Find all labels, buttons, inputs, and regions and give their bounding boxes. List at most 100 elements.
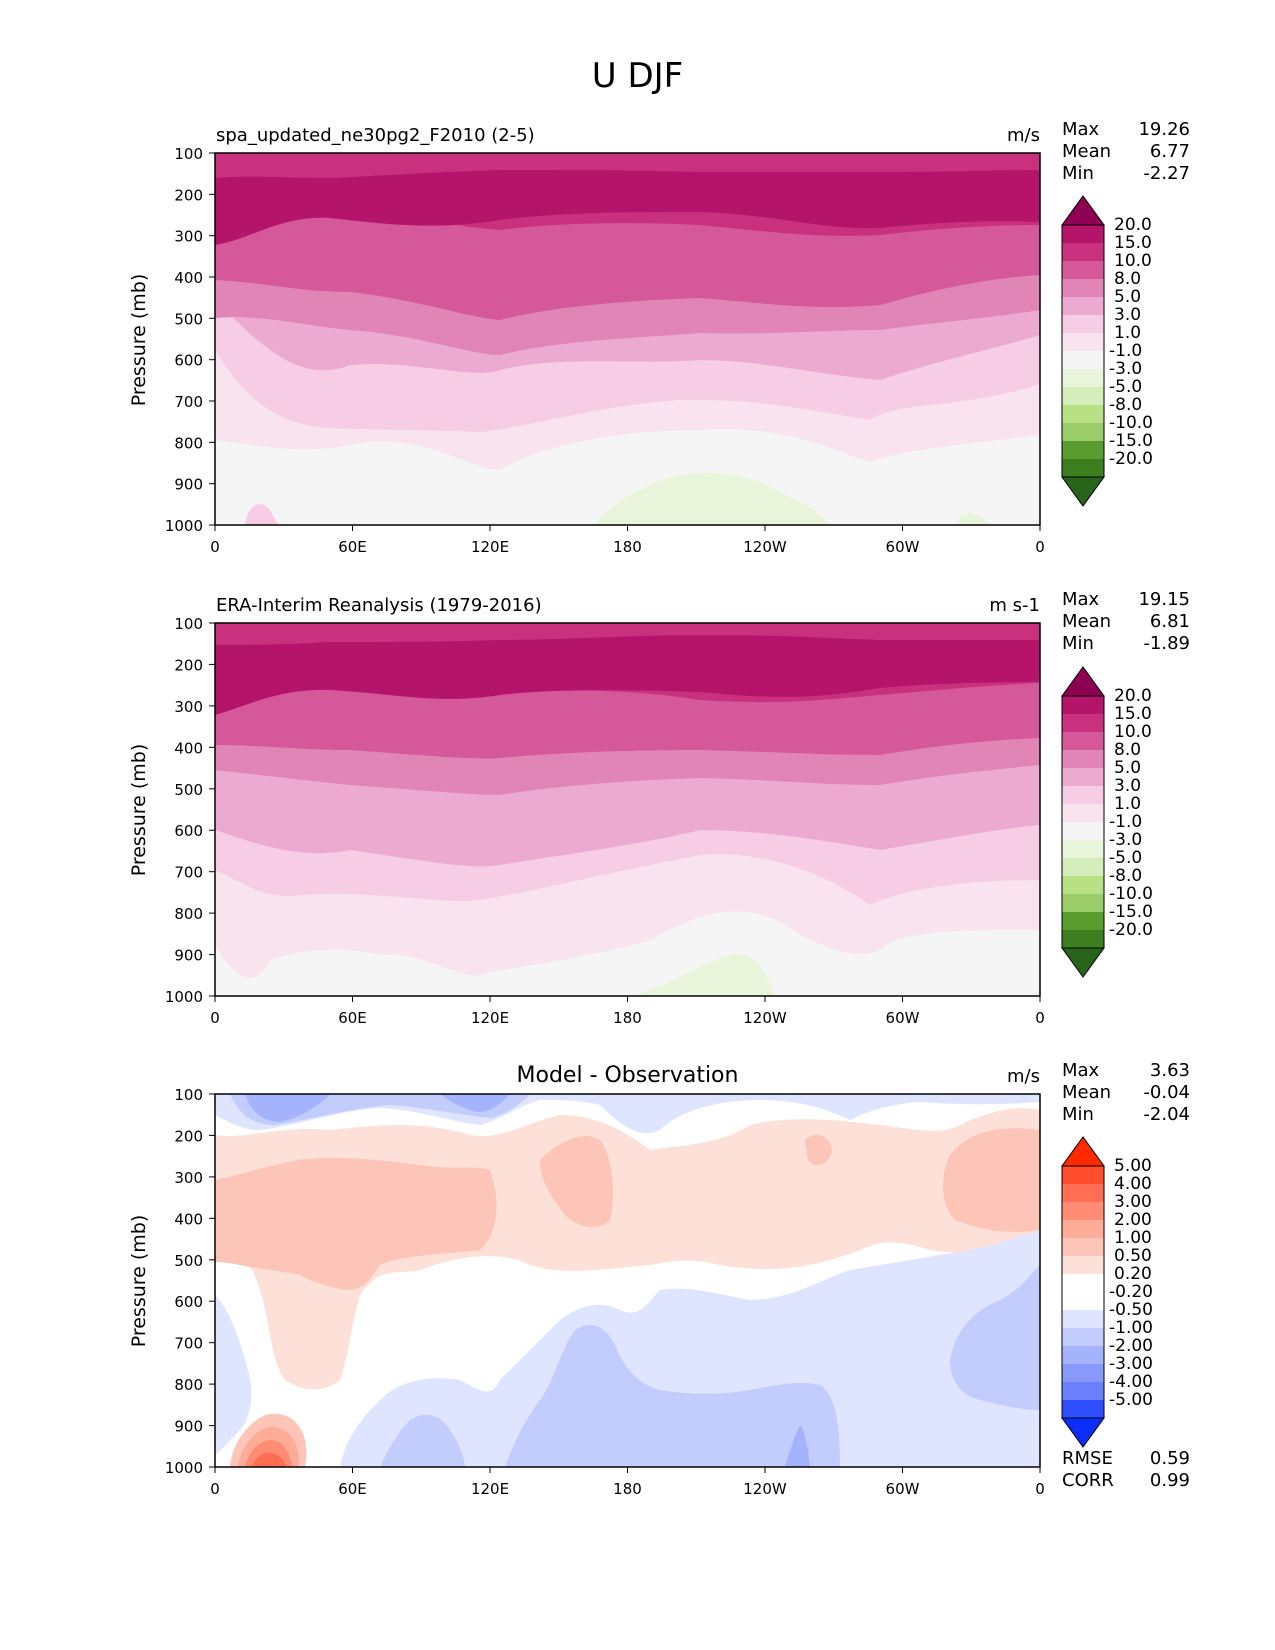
diff-colorbar-band (1062, 1220, 1104, 1238)
diff-colorbar-band (1062, 1166, 1104, 1184)
obs-colorbar-level: -10.0 (1109, 884, 1153, 904)
diff-x-tick-label: 180 (613, 1480, 642, 1498)
obs-y-ticks: 100 200 300 400 500 600 700 800 900 1000 (165, 615, 215, 1006)
obs-colorbar-level: -20.0 (1109, 920, 1153, 940)
obs-colorbar-band (1062, 930, 1104, 948)
model-colorbar-bottom-cap (1061, 476, 1105, 507)
diff-colorbar-top-cap (1061, 1136, 1105, 1167)
model-x-ticks: 0 60E 120E 180 120W 60W 0 (210, 525, 1045, 556)
obs-colorbar-level: 5.0 (1114, 758, 1141, 778)
diff-colorbar: 5.00 4.00 3.00 2.00 1.00 0.50 0.20 -0.20… (1061, 1136, 1153, 1448)
diff-colorbar-band (1062, 1238, 1104, 1256)
obs-x-tick-label: 60E (338, 1009, 367, 1027)
model-y-tick-label: 500 (174, 310, 203, 328)
obs-y-tick-label: 200 (174, 656, 203, 674)
model-colorbar-band (1062, 297, 1104, 315)
model-colorbar-level: 8.0 (1114, 269, 1141, 289)
obs-band-9 (630, 953, 775, 996)
diff-colorbar-level: -3.00 (1109, 1354, 1153, 1374)
model-x-tick-label: 120W (743, 538, 787, 556)
diff-colorbar-band (1062, 1256, 1104, 1274)
model-panel-units: m/s (1007, 125, 1040, 146)
obs-x-tick-label: 120E (471, 1009, 509, 1027)
diff-colorbar-frame (1061, 1165, 1105, 1419)
diff-colorbar-level: 4.00 (1114, 1174, 1152, 1194)
model-colorbar-level: -5.0 (1109, 377, 1142, 397)
obs-x-tick-label: 0 (1035, 1009, 1045, 1027)
diff-colorbar-band (1062, 1274, 1104, 1292)
model-x-tick-label: 60E (338, 538, 367, 556)
model-colorbar-band (1062, 261, 1104, 279)
model-y-axis-label: Pressure (mb) (128, 274, 150, 407)
obs-stat-label: Max (1062, 589, 1100, 610)
diff-band-18 (505, 1325, 840, 1467)
diff-y-tick-label: 700 (174, 1335, 203, 1353)
model-colorbar-band (1062, 243, 1104, 261)
page-title: U DJF (591, 56, 684, 96)
model-y-tick-label: 600 (174, 352, 203, 370)
diff-rmse-value: 0.59 (1150, 1448, 1190, 1469)
obs-y-tick-label: 400 (174, 739, 203, 757)
model-colorbar-top-cap (1061, 195, 1105, 226)
diff-y-tick-label: 1000 (165, 1459, 203, 1477)
diff-corr-value: 0.99 (1150, 1470, 1190, 1491)
obs-colorbar-level: 10.0 (1114, 722, 1152, 742)
diff-band-16 (340, 1230, 1040, 1467)
obs-colorbar-top-cap (1061, 666, 1105, 697)
diff-y-tick-label: 900 (174, 1418, 203, 1436)
diff-band-4 (943, 1128, 1040, 1232)
model-colorbar-level: -10.0 (1109, 413, 1153, 433)
model-band-9 (595, 472, 830, 525)
diff-x-tick-label: 0 (210, 1480, 220, 1498)
diff-corr-label: CORR (1062, 1470, 1114, 1491)
diff-stat-value: 3.63 (1150, 1060, 1190, 1081)
diff-y-tick-label: 600 (174, 1293, 203, 1311)
diff-colorbar-band (1062, 1310, 1104, 1328)
obs-panel-title: ERA-Interim Reanalysis (1979-2016) (216, 595, 542, 616)
diff-rmse-label: RMSE (1062, 1448, 1113, 1469)
model-stats: Max 19.26 Mean 6.77 Min -2.27 (1062, 119, 1190, 184)
diff-band-5 (805, 1134, 832, 1166)
diff-colorbar-level: -5.00 (1109, 1390, 1153, 1410)
diff-y-tick-label: 200 (174, 1127, 203, 1145)
obs-colorbar-band (1062, 894, 1104, 912)
obs-stat-label: Mean (1062, 611, 1111, 632)
obs-colorbar-band (1062, 804, 1104, 822)
model-colorbar-level: 3.0 (1114, 305, 1141, 325)
model-y-tick-label: 900 (174, 476, 203, 494)
model-colorbar-level: 20.0 (1114, 215, 1152, 235)
obs-x-tick-label: 0 (210, 1009, 220, 1027)
diff-colorbar-band (1062, 1400, 1104, 1418)
model-colorbar-band (1062, 225, 1104, 243)
diff-x-tick-label: 60E (338, 1480, 367, 1498)
model-y-tick-label: 100 (174, 145, 203, 163)
model-y-tick-label: 1000 (165, 517, 203, 535)
diff-x-tick-label: 60W (886, 1480, 920, 1498)
obs-colorbar-band (1062, 768, 1104, 786)
obs-colorbar-band (1062, 840, 1104, 858)
diff-colorbar-band (1062, 1202, 1104, 1220)
obs-colorbar-band (1062, 786, 1104, 804)
obs-x-tick-label: 120W (743, 1009, 787, 1027)
model-colorbar-band (1062, 387, 1104, 405)
model-colorbar-level: -8.0 (1109, 395, 1142, 415)
obs-x-tick-label: 60W (886, 1009, 920, 1027)
diff-colorbar-band (1062, 1346, 1104, 1364)
model-stat-value: -2.27 (1143, 163, 1190, 184)
model-colorbar-level: 15.0 (1114, 233, 1152, 253)
diff-band-13 (245, 1094, 330, 1122)
model-colorbar-band (1062, 441, 1104, 459)
model-colorbar: 20.0 15.0 10.0 8.0 5.0 3.0 1.0 -1.0 -3.0… (1061, 195, 1153, 507)
obs-colorbar-band (1062, 714, 1104, 732)
diff-x-ticks: 0 60E 120E 180 120W 60W 0 (210, 1467, 1045, 1498)
diff-band-17 (380, 1414, 465, 1467)
diff-colorbar-level: 1.00 (1114, 1228, 1152, 1248)
diff-colorbar-band (1062, 1364, 1104, 1382)
diff-colorbar-level: 0.50 (1114, 1246, 1152, 1266)
diff-y-axis-label: Pressure (mb) (128, 1215, 150, 1348)
diff-colorbar-level: -2.00 (1109, 1336, 1153, 1356)
model-stat-label: Max (1062, 119, 1100, 140)
obs-stats: Max 19.15 Mean 6.81 Min -1.89 (1062, 589, 1190, 654)
diff-band-19 (950, 1265, 1040, 1410)
model-colorbar-band (1062, 279, 1104, 297)
